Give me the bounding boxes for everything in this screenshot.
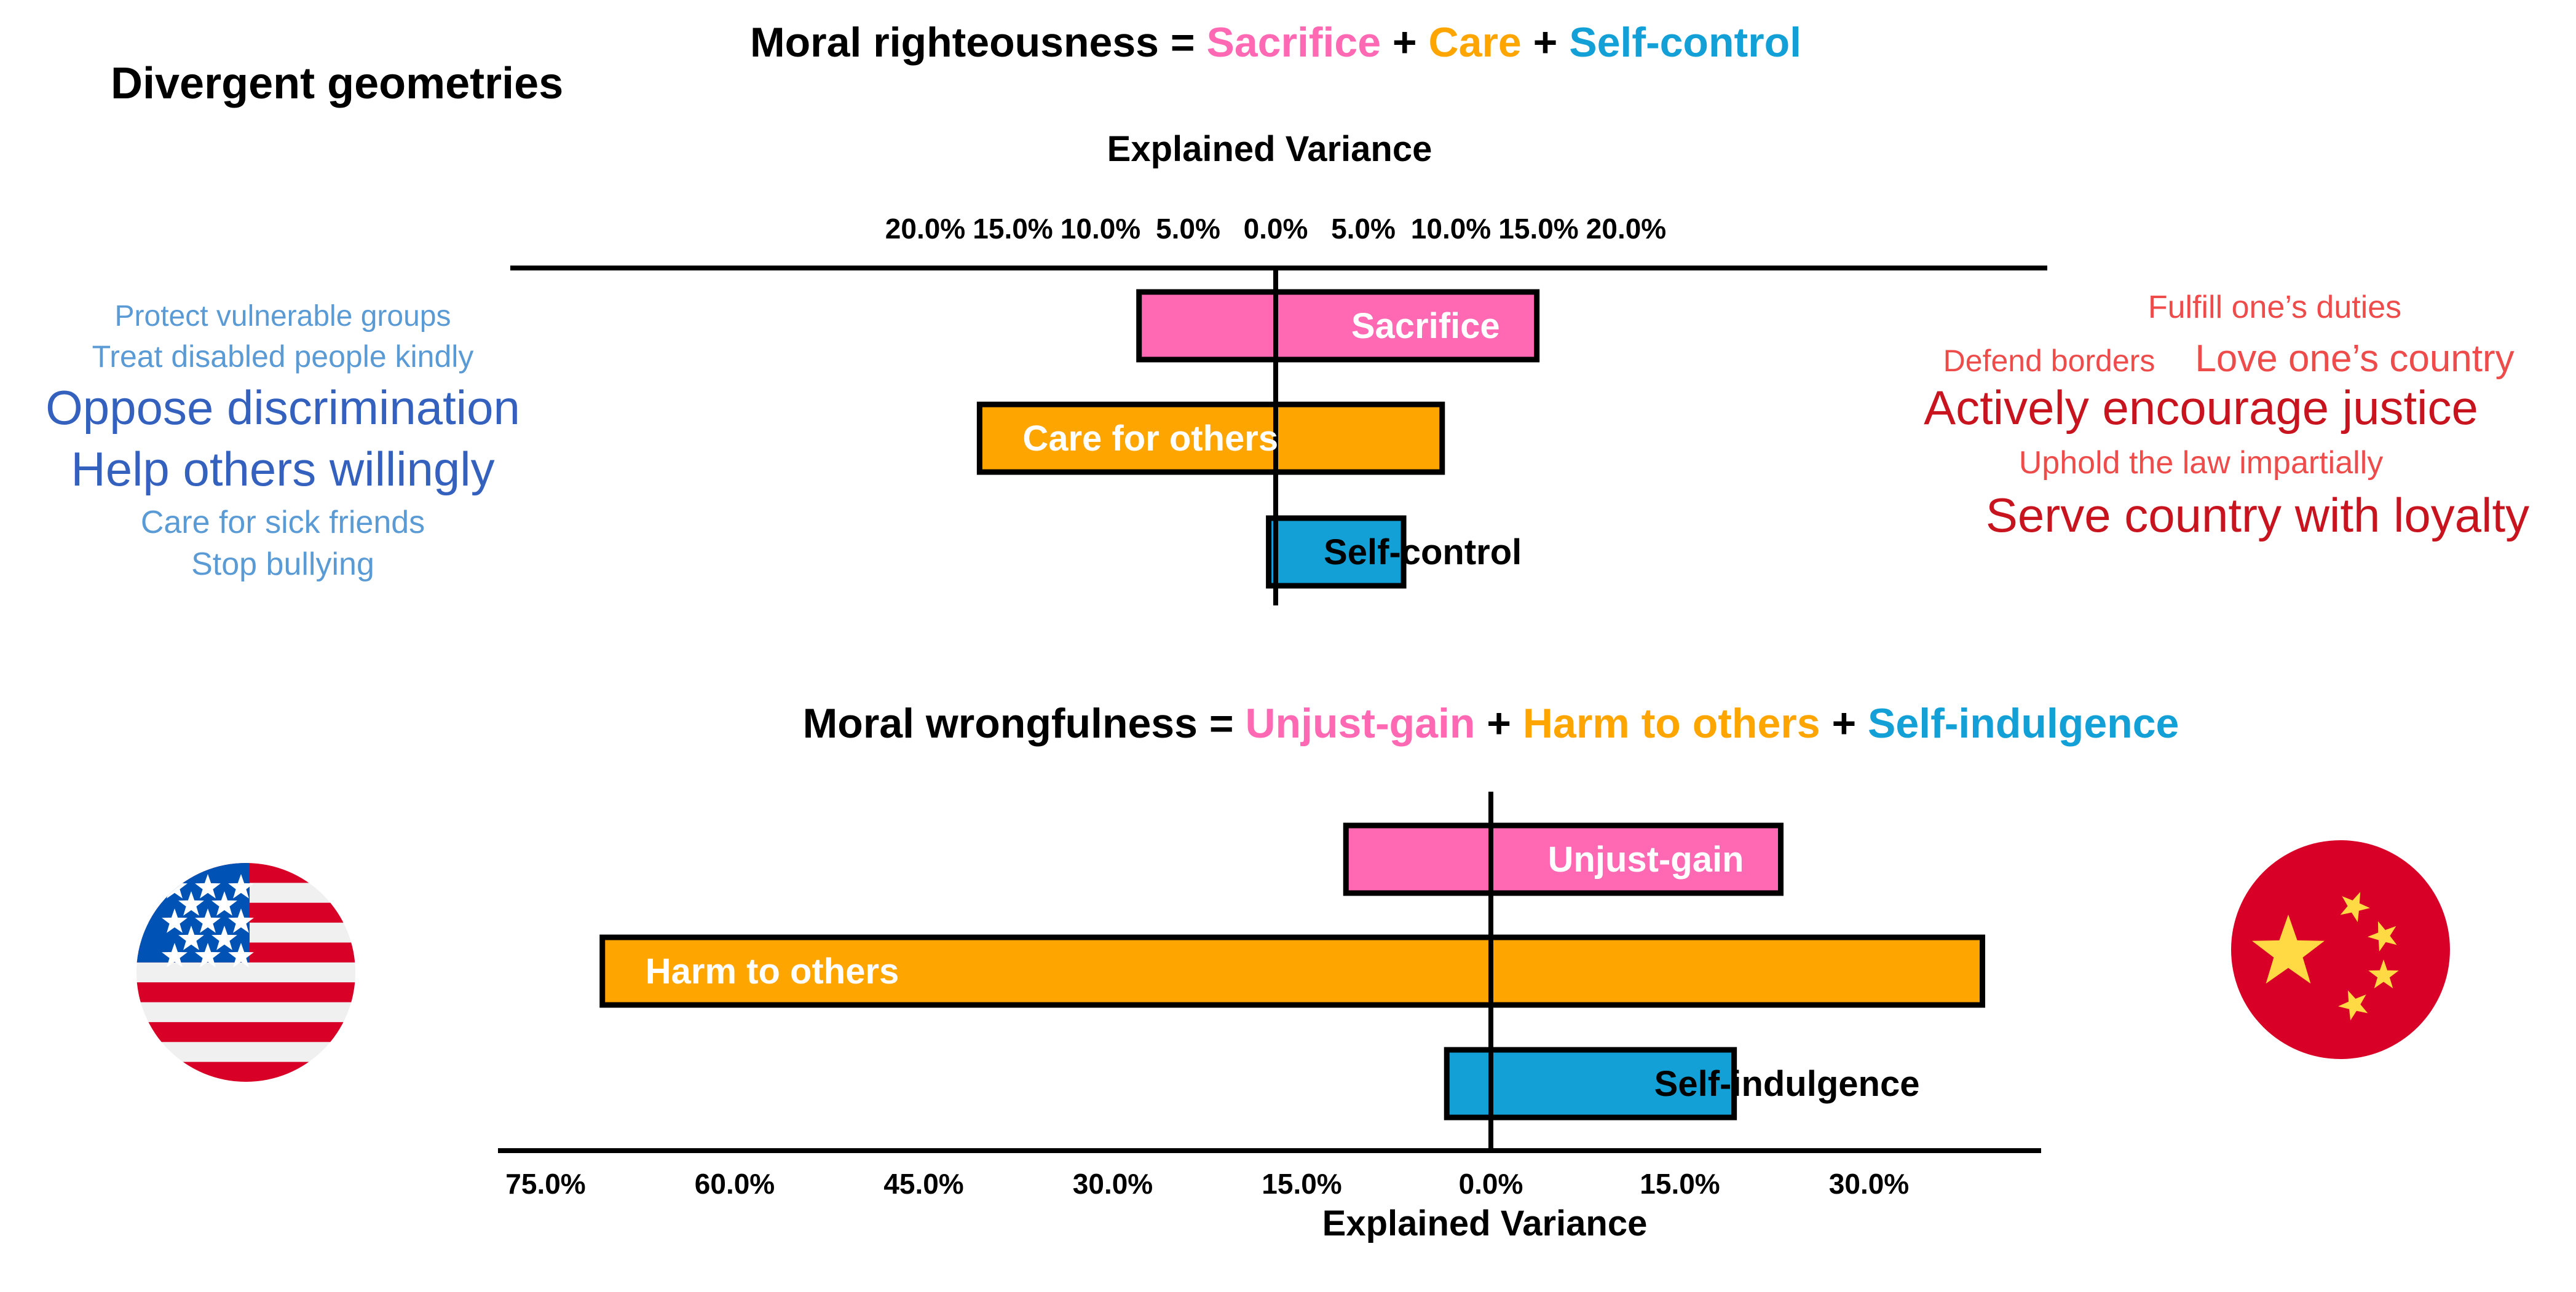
china-flag-star xyxy=(2252,915,2325,984)
top-equation-plus-2: + xyxy=(1522,19,1570,66)
usa-flag-icon xyxy=(136,863,355,1082)
usa-flag-star xyxy=(211,926,237,950)
usa-word-treat-disabled-people-kindly: Treat disabled people kindly xyxy=(92,339,474,374)
china-flag-star xyxy=(2338,990,2368,1021)
tick-label: 10.0% xyxy=(1411,213,1491,245)
usa-flag-stripe xyxy=(136,1022,355,1042)
bar-label-care-for-others: Care for others xyxy=(1022,419,1278,459)
usa-flag-canton xyxy=(136,863,250,963)
usa-word-care-for-sick-friends: Care for sick friends xyxy=(141,505,425,540)
bar-sacrifice xyxy=(1136,289,1540,363)
bottom-equation-term-harm: Harm to others xyxy=(1523,700,1820,747)
usa-word-stop-bullying: Stop bullying xyxy=(191,546,374,582)
china-word-love-one-s-country: Love one’s country xyxy=(2195,337,2514,380)
tick-label: 15.0% xyxy=(1640,1168,1720,1200)
tick-label: 0.0% xyxy=(1459,1168,1523,1200)
bar-label-unjust-gain: Unjust-gain xyxy=(1548,840,1744,880)
china-word-serve-country-with-loyalty: Serve country with loyalty xyxy=(1986,488,2529,542)
bar-label-harm-to-others: Harm to others xyxy=(646,951,899,991)
tick-label: 60.0% xyxy=(695,1168,775,1200)
tick-label: 15.0% xyxy=(973,213,1053,245)
tick-label: 5.0% xyxy=(1156,213,1220,245)
usa-flag-star xyxy=(211,891,237,916)
bottom-equation: Moral wrongfulness = Unjust-gain + Harm … xyxy=(803,700,2179,747)
x-axis-label: Explained Variance xyxy=(1322,1203,1648,1243)
china-word-fulfill-one-s-duties: Fulfill one’s duties xyxy=(2148,290,2401,325)
top-equation: Moral righteousness = Sacrifice + Care +… xyxy=(750,19,1801,66)
top-equation-lhs: Moral righteousness = xyxy=(750,19,1207,66)
usa-flag-stripe xyxy=(136,982,355,1002)
tick-label: 75.0% xyxy=(505,1168,585,1200)
bottom-equation-lhs: Moral wrongfulness = xyxy=(803,700,1246,747)
bottom-equation-term-unjust-gain: Unjust-gain xyxy=(1245,700,1475,747)
china-word-uphold-the-law-impartially: Uphold the law impartially xyxy=(2019,445,2384,481)
tick-label: 15.0% xyxy=(1498,213,1578,245)
tick-label: 0.0% xyxy=(1244,213,1308,245)
usa-flag-star xyxy=(228,943,254,967)
bar-unjust-gain xyxy=(1343,822,1784,896)
usa-word-cloud: Protect vulnerable groups Treat disabled … xyxy=(45,300,520,582)
china-word-defend-borders: Defend borders xyxy=(1943,344,2155,378)
bottom-equation-plus-2: + xyxy=(1820,700,1868,747)
tick-label: 30.0% xyxy=(1073,1168,1153,1200)
top-equation-plus-1: + xyxy=(1381,19,1429,66)
bottom-chart: Explained Variance 75.0% 60.0% 45.0% 30.0% 15… xyxy=(498,792,2041,1243)
usa-flag-star xyxy=(178,891,204,916)
bar-label-sacrifice: Sacrifice xyxy=(1351,306,1500,346)
bottom-equation-term-self-indulgence: Self-indulgence xyxy=(1868,700,2179,747)
tick-label: 5.0% xyxy=(1331,213,1396,245)
china-flag-icon xyxy=(2231,840,2450,1059)
usa-word-help-others-willingly: Help others willingly xyxy=(71,442,494,496)
main-title: Divergent geometries xyxy=(111,59,563,108)
china-flag-star xyxy=(2340,892,2370,923)
usa-flag-star xyxy=(195,874,221,899)
bar-label-self-indulgence: Self-indulgence xyxy=(1654,1064,1920,1104)
top-equation-term-sacrifice: Sacrifice xyxy=(1206,19,1381,66)
china-word-cloud: Fulfill one’s duties Defend borders Love o… xyxy=(1924,290,2529,542)
tick-label: 20.0% xyxy=(885,213,965,245)
usa-word-oppose-discrimination: Oppose discrimination xyxy=(45,380,520,435)
tick-label: 15.0% xyxy=(1262,1168,1341,1200)
usa-flag-star xyxy=(228,908,254,933)
x-axis-label: Explained Variance xyxy=(1107,129,1432,169)
top-equation-term-care: Care xyxy=(1429,19,1522,66)
tick-label: 45.0% xyxy=(883,1168,963,1200)
tick-label: 10.0% xyxy=(1061,213,1140,245)
bar-label-self-control: Self-control xyxy=(1324,532,1522,572)
usa-flag-star xyxy=(162,908,188,933)
bottom-equation-plus-1: + xyxy=(1475,700,1523,747)
usa-flag-star xyxy=(195,908,221,933)
usa-flag-stripe xyxy=(136,1062,355,1082)
usa-flag-star xyxy=(228,874,254,899)
bar-self-indulgence xyxy=(1444,1047,1737,1121)
china-flag-star xyxy=(2368,959,2399,988)
china-flag-star xyxy=(2368,921,2397,951)
usa-flag-star xyxy=(162,943,188,967)
tick-label: 30.0% xyxy=(1829,1168,1909,1200)
bar-care-for-others xyxy=(976,401,1445,475)
bar-harm-to-others xyxy=(599,934,1985,1008)
usa-flag-star xyxy=(195,943,221,967)
usa-flag-star xyxy=(178,926,204,950)
tick-label: 20.0% xyxy=(1586,213,1666,245)
china-word-actively-encourage-justice: Actively encourage justice xyxy=(1924,380,2478,435)
top-equation-term-self-control: Self-control xyxy=(1569,19,1801,66)
bar-self-control xyxy=(1266,515,1407,589)
usa-word-protect-vulnerable-groups: Protect vulnerable groups xyxy=(115,300,451,333)
